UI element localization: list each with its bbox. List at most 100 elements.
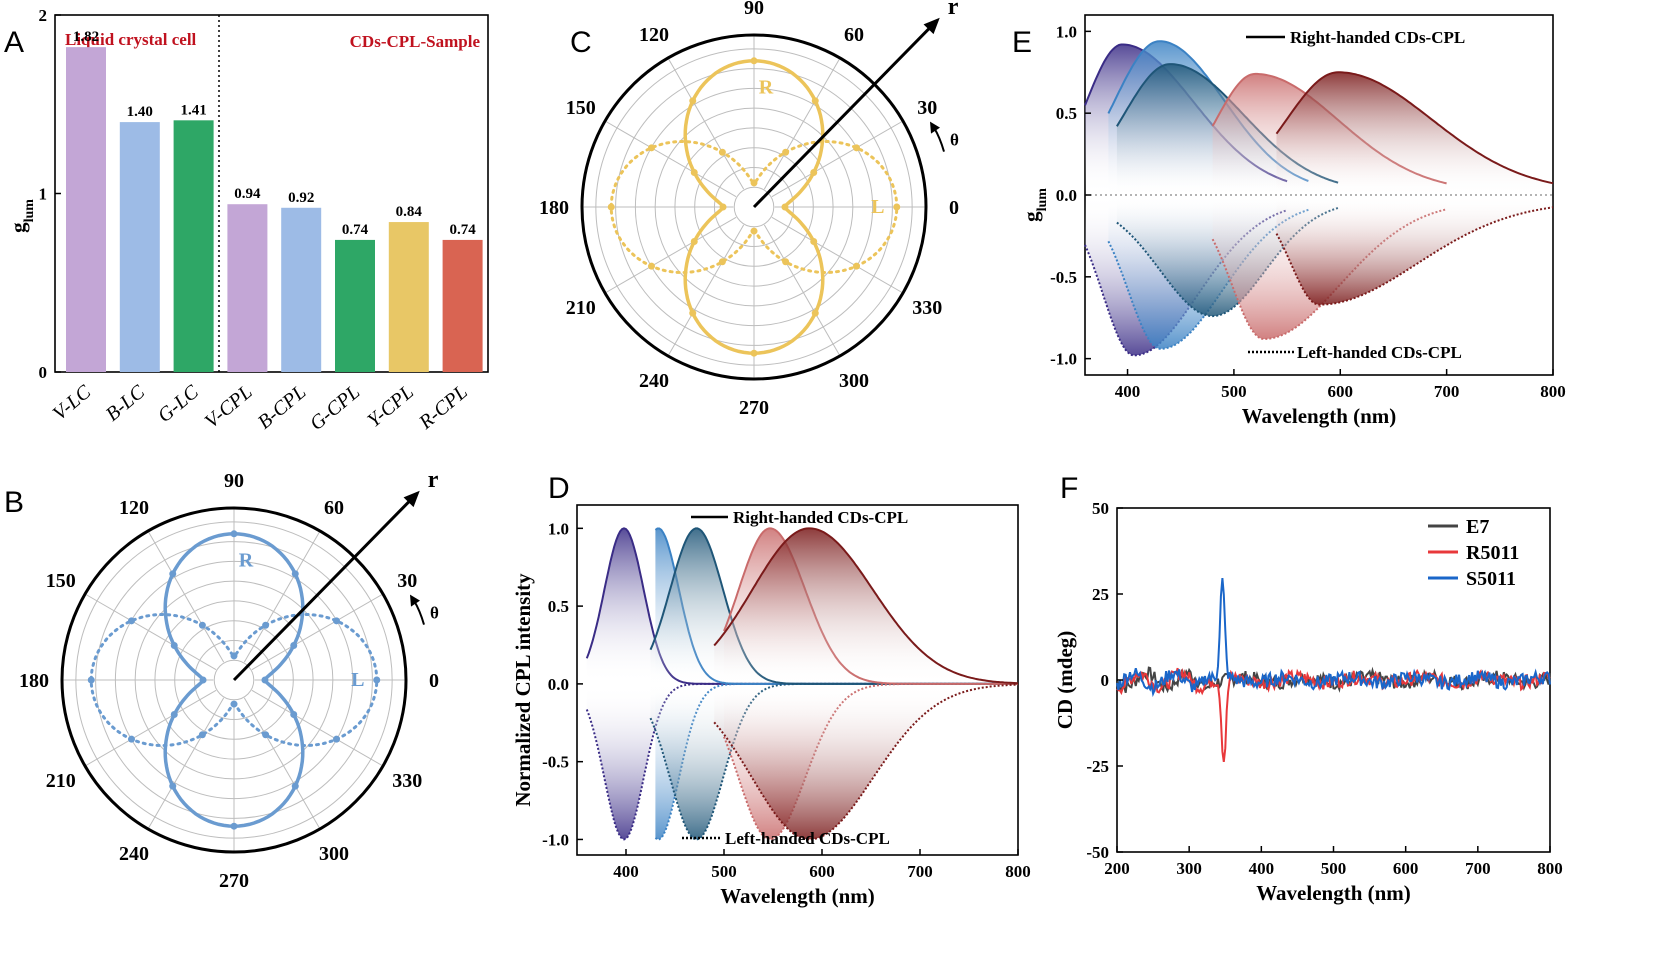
cpl-area-positive <box>586 528 1018 684</box>
polar-marker-l <box>718 148 726 156</box>
cpl-line-left-handed <box>713 683 1019 841</box>
theta-arrow-head <box>930 121 940 134</box>
y-tick-label-e: -1.0 <box>1050 350 1077 369</box>
x-category-label: Y-CPL <box>363 381 418 432</box>
header-cds-sample: CDs-CPL-Sample <box>350 32 481 51</box>
polar-grid-spoke <box>667 57 745 190</box>
y-tick-label-f: -25 <box>1086 757 1109 776</box>
polar-chart-panel-b: 0 30 60 90 120 150 180 210 240 270 300 330 R Lr θ <box>19 467 439 892</box>
x-tick-label-e: 400 <box>1115 382 1141 401</box>
glum-line-right-handed <box>1275 71 1554 185</box>
x-tick-label-e: 600 <box>1328 382 1354 401</box>
legend-label-f: R5011 <box>1466 542 1519 564</box>
bar-g-lc <box>173 120 214 372</box>
polar-marker-r <box>290 710 298 718</box>
curve-label-r: R <box>759 76 774 98</box>
x-category-label: V-LC <box>49 381 96 425</box>
polar-marker-l <box>782 258 790 266</box>
x-tick-label-f: 400 <box>1249 859 1275 878</box>
x-tick-label-d: 600 <box>809 862 835 881</box>
polar-marker-r <box>781 203 789 211</box>
polar-marker-l <box>782 148 790 156</box>
radial-arrow <box>232 497 413 682</box>
y-tick-label-f: -50 <box>1086 843 1109 862</box>
panel-letter-c: C <box>570 26 592 59</box>
cpl-line-right-handed <box>713 527 1019 685</box>
angle-label: 90 <box>224 470 244 492</box>
polar-marker-l <box>893 203 901 211</box>
legend-label-f: S5011 <box>1466 568 1516 590</box>
glum-spectra-panel-e: 400 500 600 700 800 -1.0 -0.5 0.0 0.5 1.0 Waveleng… <box>1019 14 1566 428</box>
angle-label: 240 <box>119 843 149 865</box>
polar-marker-r <box>261 676 269 684</box>
angle-label: 210 <box>566 297 596 319</box>
angle-label: 210 <box>46 770 76 792</box>
x-tick-label-d: 400 <box>613 862 639 881</box>
polar-marker-l <box>262 731 270 739</box>
y-tick-label-d: -1.0 <box>542 830 569 849</box>
polar-marker-r <box>719 203 727 211</box>
angle-label: 120 <box>639 24 669 46</box>
x-axis-title-f: Wavelength (nm) <box>1256 881 1411 905</box>
glum-line-left-handed <box>1116 207 1339 318</box>
panel-letter-d: D <box>548 472 570 505</box>
polar-marker-r <box>170 642 178 650</box>
polar-outer-ring <box>60 506 408 854</box>
angle-label: 300 <box>839 370 869 392</box>
y-tick-label-f: 0 <box>1101 671 1110 690</box>
x-category-label: R-CPL <box>414 381 471 434</box>
x-tick-label-d: 700 <box>907 862 933 881</box>
polar-grid-spoke <box>84 689 217 767</box>
y-axis-title-e: glum <box>1019 188 1050 222</box>
angle-label: 60 <box>844 24 864 46</box>
x-axis-title-d: Wavelength (nm) <box>720 884 875 908</box>
angle-label: 150 <box>46 570 76 592</box>
bar-r-cpl <box>442 239 483 372</box>
y-tick-label-e: -0.5 <box>1050 268 1077 287</box>
x-tick-label-f: 200 <box>1104 859 1130 878</box>
angle-label: 0 <box>429 670 439 692</box>
polar-marker-r <box>810 237 818 245</box>
glum-area-negative <box>1276 195 1553 305</box>
y-tick-label-e: 0.5 <box>1056 104 1077 123</box>
polar-marker-l <box>230 652 238 660</box>
polar-grid-spoke <box>243 697 321 830</box>
panel-letter-b: B <box>4 486 24 519</box>
polar-marker-r <box>169 782 177 790</box>
angle-label: 270 <box>739 397 769 419</box>
x-category-label: G-CPL <box>306 381 364 435</box>
y-tick-label-e: 0.0 <box>1056 186 1077 205</box>
theta-arc <box>933 127 945 152</box>
polar-marker-l <box>262 621 270 629</box>
polar-marker-r <box>690 237 698 245</box>
polar-marker-r <box>750 57 758 65</box>
x-tick-label-f: 600 <box>1393 859 1419 878</box>
curve-label-l: L <box>871 196 884 218</box>
polar-chart-panel-c: 0 30 60 90 120 150 180 210 240 270 300 330 R Lr θ <box>539 0 959 419</box>
polar-marker-l <box>607 203 615 211</box>
polar-grid-spoke <box>771 216 904 294</box>
polar-grid-spoke <box>763 224 841 357</box>
polar-grid-spoke <box>771 120 904 198</box>
y-tick-label-f: 25 <box>1092 585 1109 604</box>
polar-outer-ring <box>580 33 928 381</box>
axes-frame-d <box>576 504 1019 856</box>
panel-letter-f: F <box>1060 472 1078 505</box>
polar-marker-r <box>291 570 299 578</box>
y-axis-title-a: glum <box>6 199 37 233</box>
angle-label: 300 <box>319 843 349 865</box>
x-tick-label-e: 500 <box>1221 382 1247 401</box>
polar-marker-l <box>333 735 341 743</box>
bar-v-lc <box>66 47 106 372</box>
angle-label: 90 <box>744 0 764 19</box>
polar-marker-r <box>810 169 818 177</box>
polar-marker-r <box>230 822 238 830</box>
bar-value-label: 0.92 <box>288 190 314 206</box>
polar-grid-spoke <box>251 593 384 671</box>
cpl-area-negative <box>650 683 1018 840</box>
polar-marker-l <box>718 258 726 266</box>
radial-label-r: r <box>948 0 959 20</box>
radial-label-r: r <box>428 467 439 493</box>
x-axis-title-e: Wavelength (nm) <box>1242 404 1397 428</box>
legend-left-handed: Left-handed CDs-CPL <box>725 829 890 848</box>
